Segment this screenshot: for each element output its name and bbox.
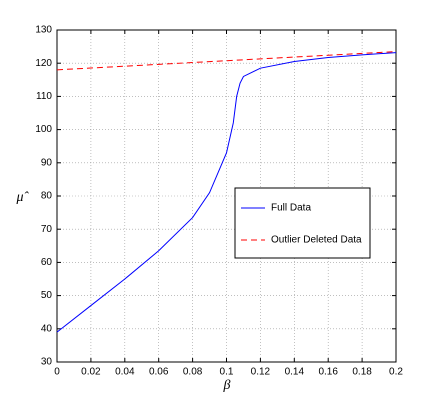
x-tick-label: 0.2 [389,367,403,378]
legend-label: Full Data [271,203,311,214]
y-tick-label: 100 [35,124,52,135]
x-tick-label: 0.1 [220,367,234,378]
x-tick-label: 0.16 [318,367,338,378]
y-tick-label: 80 [41,191,53,202]
x-tick-label: 0.14 [285,367,305,378]
y-tick-label: 40 [41,323,53,334]
y-tick-label: 130 [35,25,52,36]
x-tick-label: 0.08 [183,367,203,378]
y-tick-label: 60 [41,257,53,268]
plot-frame [56,29,397,363]
y-tick-label: 50 [41,290,53,301]
y-tick-label: 90 [41,157,53,168]
y-tick-label: 30 [41,357,53,368]
y-axis-title: μ̂ [15,190,29,205]
legend-label: Outlier Deleted Data [271,235,362,246]
y-tick-label: 110 [36,91,52,102]
line-series [56,52,397,333]
x-tick-label: 0.04 [115,367,135,378]
line-series [56,51,397,71]
x-tick-label: 0.18 [352,367,372,378]
x-axis-title: β [223,378,231,393]
x-tick-label: 0.02 [81,367,101,378]
x-tick-label: 0 [54,367,60,378]
legend-box [234,187,371,259]
x-tick-label: 0.06 [149,367,169,378]
y-tick-label: 70 [41,224,53,235]
y-tick-label: 120 [35,58,52,69]
x-tick-label: 0.12 [251,367,271,378]
